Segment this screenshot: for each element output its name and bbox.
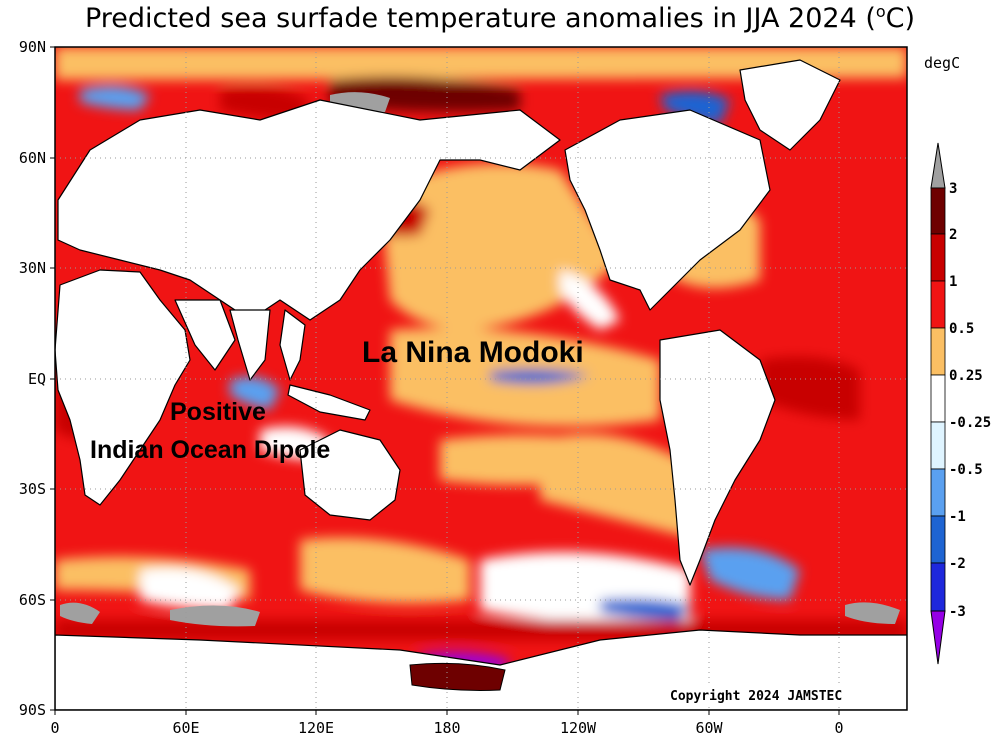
lat-label-60s: 60S: [19, 591, 46, 609]
colorbar-bin-neutral: [930, 374, 946, 423]
lon-axis: 0 60E 120E 180 120W 60W 0: [50, 710, 844, 737]
colorbar-label-0.5: 0.5: [949, 321, 974, 337]
colorbar-under-triangle: [930, 610, 946, 665]
lat-label-eq: EQ: [28, 370, 46, 388]
colorbar-label-3: 3: [949, 181, 957, 197]
colorbar-bin-2-3: [930, 187, 946, 235]
map-field: La Nina Modoki Positive Indian Ocean Dip…: [55, 47, 907, 710]
lat-label-30s: 30S: [19, 480, 46, 498]
map-title-unit: C): [885, 3, 916, 34]
colorbar-bin-neg-2-3: [930, 562, 946, 612]
map-title-text: Predicted sea surfade temperature anomal…: [84, 3, 876, 34]
colorbar-label-neg-0.25: -0.25: [949, 415, 991, 431]
colorbar-bin-neg-1-2: [930, 515, 946, 564]
lon-label-180: 180: [433, 719, 460, 737]
colorbar-over-triangle: [930, 142, 946, 189]
gridlines: [55, 47, 907, 710]
lat-label-30n: 30N: [19, 259, 46, 277]
colorbar-bin-1-2: [930, 233, 946, 282]
annotation-iod-line1: Positive: [170, 398, 266, 426]
colorbar-label-2: 2: [949, 227, 957, 243]
lon-label-0-east: 0: [834, 719, 843, 737]
lon-label-60e: 60E: [172, 719, 199, 737]
colorbar-bin-neg-0.5-1: [930, 468, 946, 517]
colorbar: degC 3 2 1 0.5 0.25 -0.25 -0.5 -1 -2 -3: [924, 54, 991, 665]
colorbar-label-neg-3: -3: [949, 604, 966, 620]
lon-label-120e: 120E: [298, 719, 334, 737]
colorbar-label-0.25: 0.25: [949, 368, 983, 384]
lon-label-0: 0: [50, 719, 59, 737]
annotation-iod-line2: Indian Ocean Dipole: [90, 436, 330, 464]
map-title: Predicted sea surfade temperature anomal…: [0, 2, 1000, 34]
lat-axis: 90N 60N 30N EQ 30S 60S 90S: [19, 38, 55, 719]
lat-label-90s: 90S: [19, 701, 46, 719]
colorbar-bin-0.5-1: [930, 280, 946, 329]
colorbar-unit-label: degC: [924, 54, 960, 72]
lon-label-120w: 120W: [560, 719, 597, 737]
colorbar-label-neg-1: -1: [949, 509, 966, 525]
annotation-la-nina: La Nina Modoki: [362, 336, 584, 369]
colorbar-label-neg-2: -2: [949, 556, 966, 572]
land-masses: [55, 59, 907, 710]
colorbar-bin-0.25-0.5: [930, 327, 946, 376]
copyright: Copyright 2024 JAMSTEC: [670, 689, 842, 704]
colorbar-label-neg-0.5: -0.5: [949, 462, 983, 478]
colorbar-bin-neg-0.25-0.5: [930, 421, 946, 470]
colorbar-label-1: 1: [949, 274, 957, 290]
lat-label-90n: 90N: [19, 38, 46, 56]
map-title-degree: o: [875, 2, 886, 21]
lat-label-60n: 60N: [19, 149, 46, 167]
lon-label-60w: 60W: [695, 719, 723, 737]
